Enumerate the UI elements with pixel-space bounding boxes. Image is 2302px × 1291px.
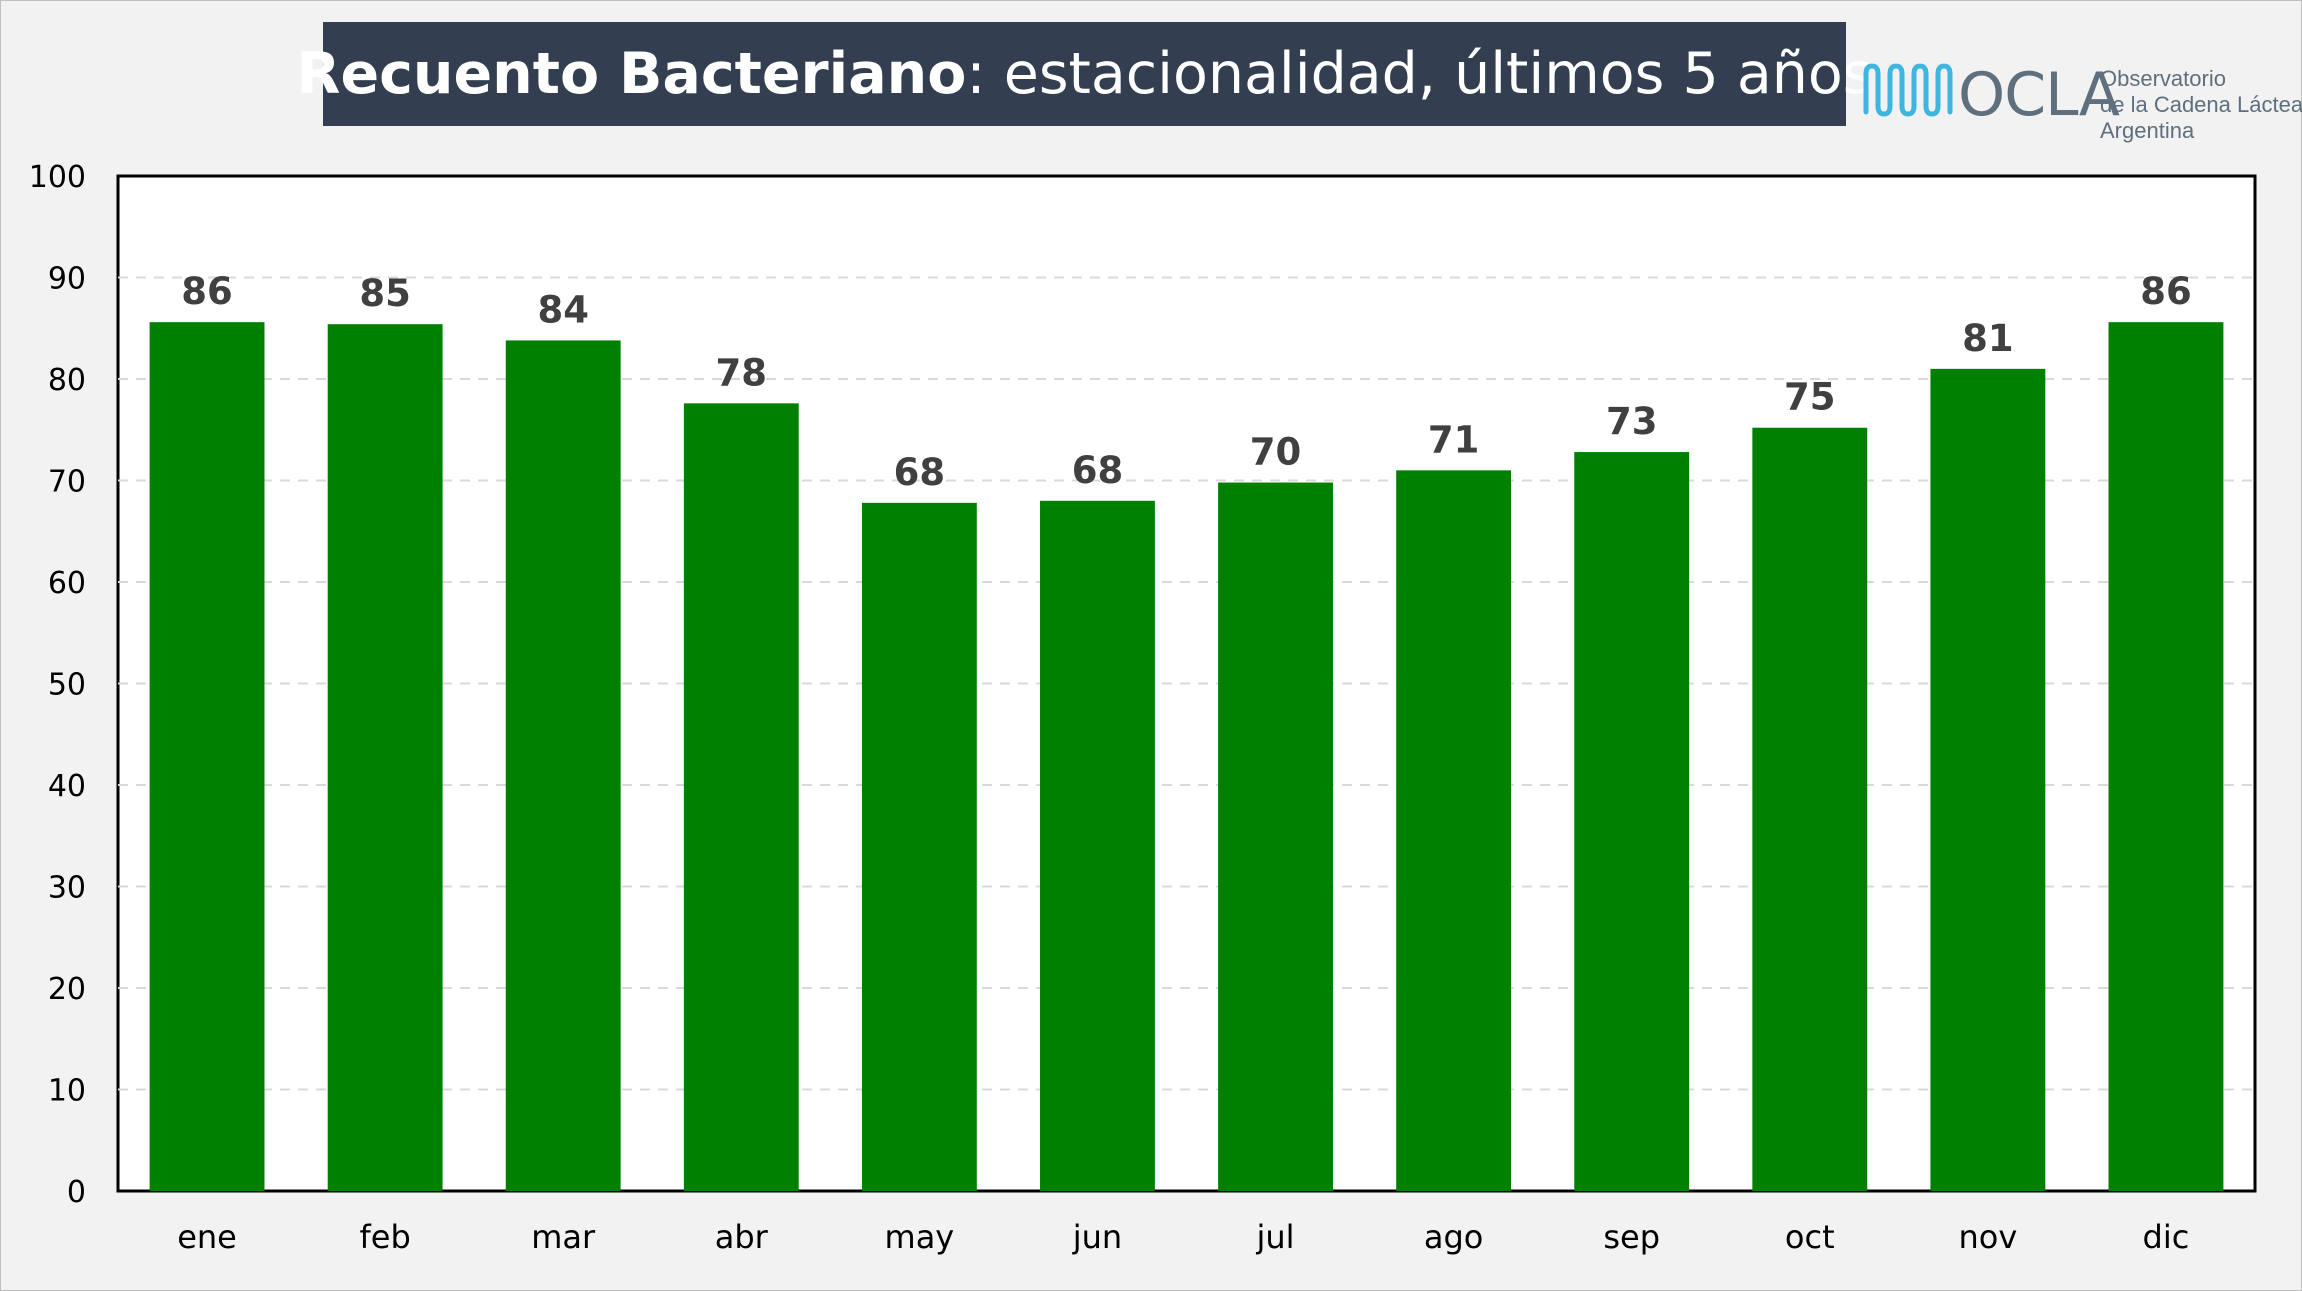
data-label: 86 xyxy=(181,270,233,313)
title-bold: Recuento Bacteriano xyxy=(296,41,967,107)
x-tick-label: sep xyxy=(1603,1218,1660,1256)
bar-mar xyxy=(505,340,621,1191)
bar-feb xyxy=(327,324,443,1191)
logo-line-2: de la Cadena Láctea xyxy=(2100,92,2302,117)
y-tick-label: 10 xyxy=(48,1074,86,1109)
x-tick-label: jul xyxy=(1256,1218,1295,1256)
bar-jun xyxy=(1040,500,1155,1191)
data-label: 68 xyxy=(894,451,946,494)
x-axis-ticks: ene feb mar abr may jun jul ago sep oct nov dic xyxy=(177,1218,2189,1256)
chart-title: Recuento Bacteriano: estacionalidad, últ… xyxy=(297,22,1872,126)
y-tick-label: 30 xyxy=(48,871,86,906)
data-label: 75 xyxy=(1784,376,1836,419)
x-tick-label: nov xyxy=(1958,1218,2017,1256)
x-tick-label: ago xyxy=(1424,1218,1484,1256)
milk-wave-icon xyxy=(1863,63,1953,117)
y-axis-ticks: 0 10 20 30 40 50 60 70 80 90 100 xyxy=(29,160,86,1210)
grid-lines xyxy=(118,276,2255,1091)
y-tick-label: 0 xyxy=(67,1175,86,1210)
x-tick-label: dic xyxy=(2143,1218,2190,1256)
y-tick-label: 40 xyxy=(48,769,86,804)
data-label: 84 xyxy=(537,288,589,331)
y-tick-label: 20 xyxy=(48,972,86,1007)
y-tick-label: 80 xyxy=(48,363,86,398)
bar-ago xyxy=(1396,470,1512,1192)
logo-wordmark: OCLA xyxy=(1958,60,2120,130)
bar-dic xyxy=(2108,322,2224,1191)
bar-jul xyxy=(1218,482,1333,1191)
bar-nov xyxy=(1930,368,2046,1192)
y-tick-label: 60 xyxy=(48,566,86,601)
x-tick-label: oct xyxy=(1785,1218,1835,1256)
data-label: 71 xyxy=(1428,418,1480,461)
logo-subtitle: Observatorio de la Cadena Láctea Argenti… xyxy=(2100,66,2302,144)
data-label: 85 xyxy=(359,272,411,315)
data-label: 70 xyxy=(1250,431,1302,474)
data-label: 68 xyxy=(1072,449,1124,492)
data-label: 73 xyxy=(1606,400,1658,443)
data-labels: 86 85 84 78 68 68 70 71 73 75 81 86 xyxy=(181,270,2191,494)
y-tick-label: 100 xyxy=(29,160,86,195)
data-label: 86 xyxy=(2140,270,2192,313)
x-tick-label: mar xyxy=(531,1218,596,1256)
logo-line-1: Observatorio xyxy=(2100,66,2226,91)
bar-abr xyxy=(683,403,799,1191)
logo-line-3: Argentina xyxy=(2100,118,2195,143)
bars xyxy=(149,322,2224,1192)
x-tick-label: ene xyxy=(177,1218,237,1256)
y-tick-label: 50 xyxy=(48,668,86,703)
data-label: 81 xyxy=(1962,317,2014,360)
bar-ene xyxy=(149,322,265,1191)
x-tick-label: feb xyxy=(359,1218,410,1256)
title-rest: : estacionalidad, últimos 5 años xyxy=(966,41,1873,107)
data-label: 78 xyxy=(716,351,768,394)
x-tick-label: may xyxy=(885,1218,955,1256)
ocla-logo: OCLA Observatorio de la Cadena Láctea Ar… xyxy=(1862,60,2302,150)
bar-oct xyxy=(1752,427,1868,1192)
bar-sep xyxy=(1574,452,1690,1192)
y-tick-label: 90 xyxy=(48,262,86,297)
x-tick-label: jun xyxy=(1072,1218,1122,1256)
x-tick-label: abr xyxy=(715,1218,769,1256)
y-tick-label: 70 xyxy=(48,465,86,500)
bar-may xyxy=(861,502,977,1192)
